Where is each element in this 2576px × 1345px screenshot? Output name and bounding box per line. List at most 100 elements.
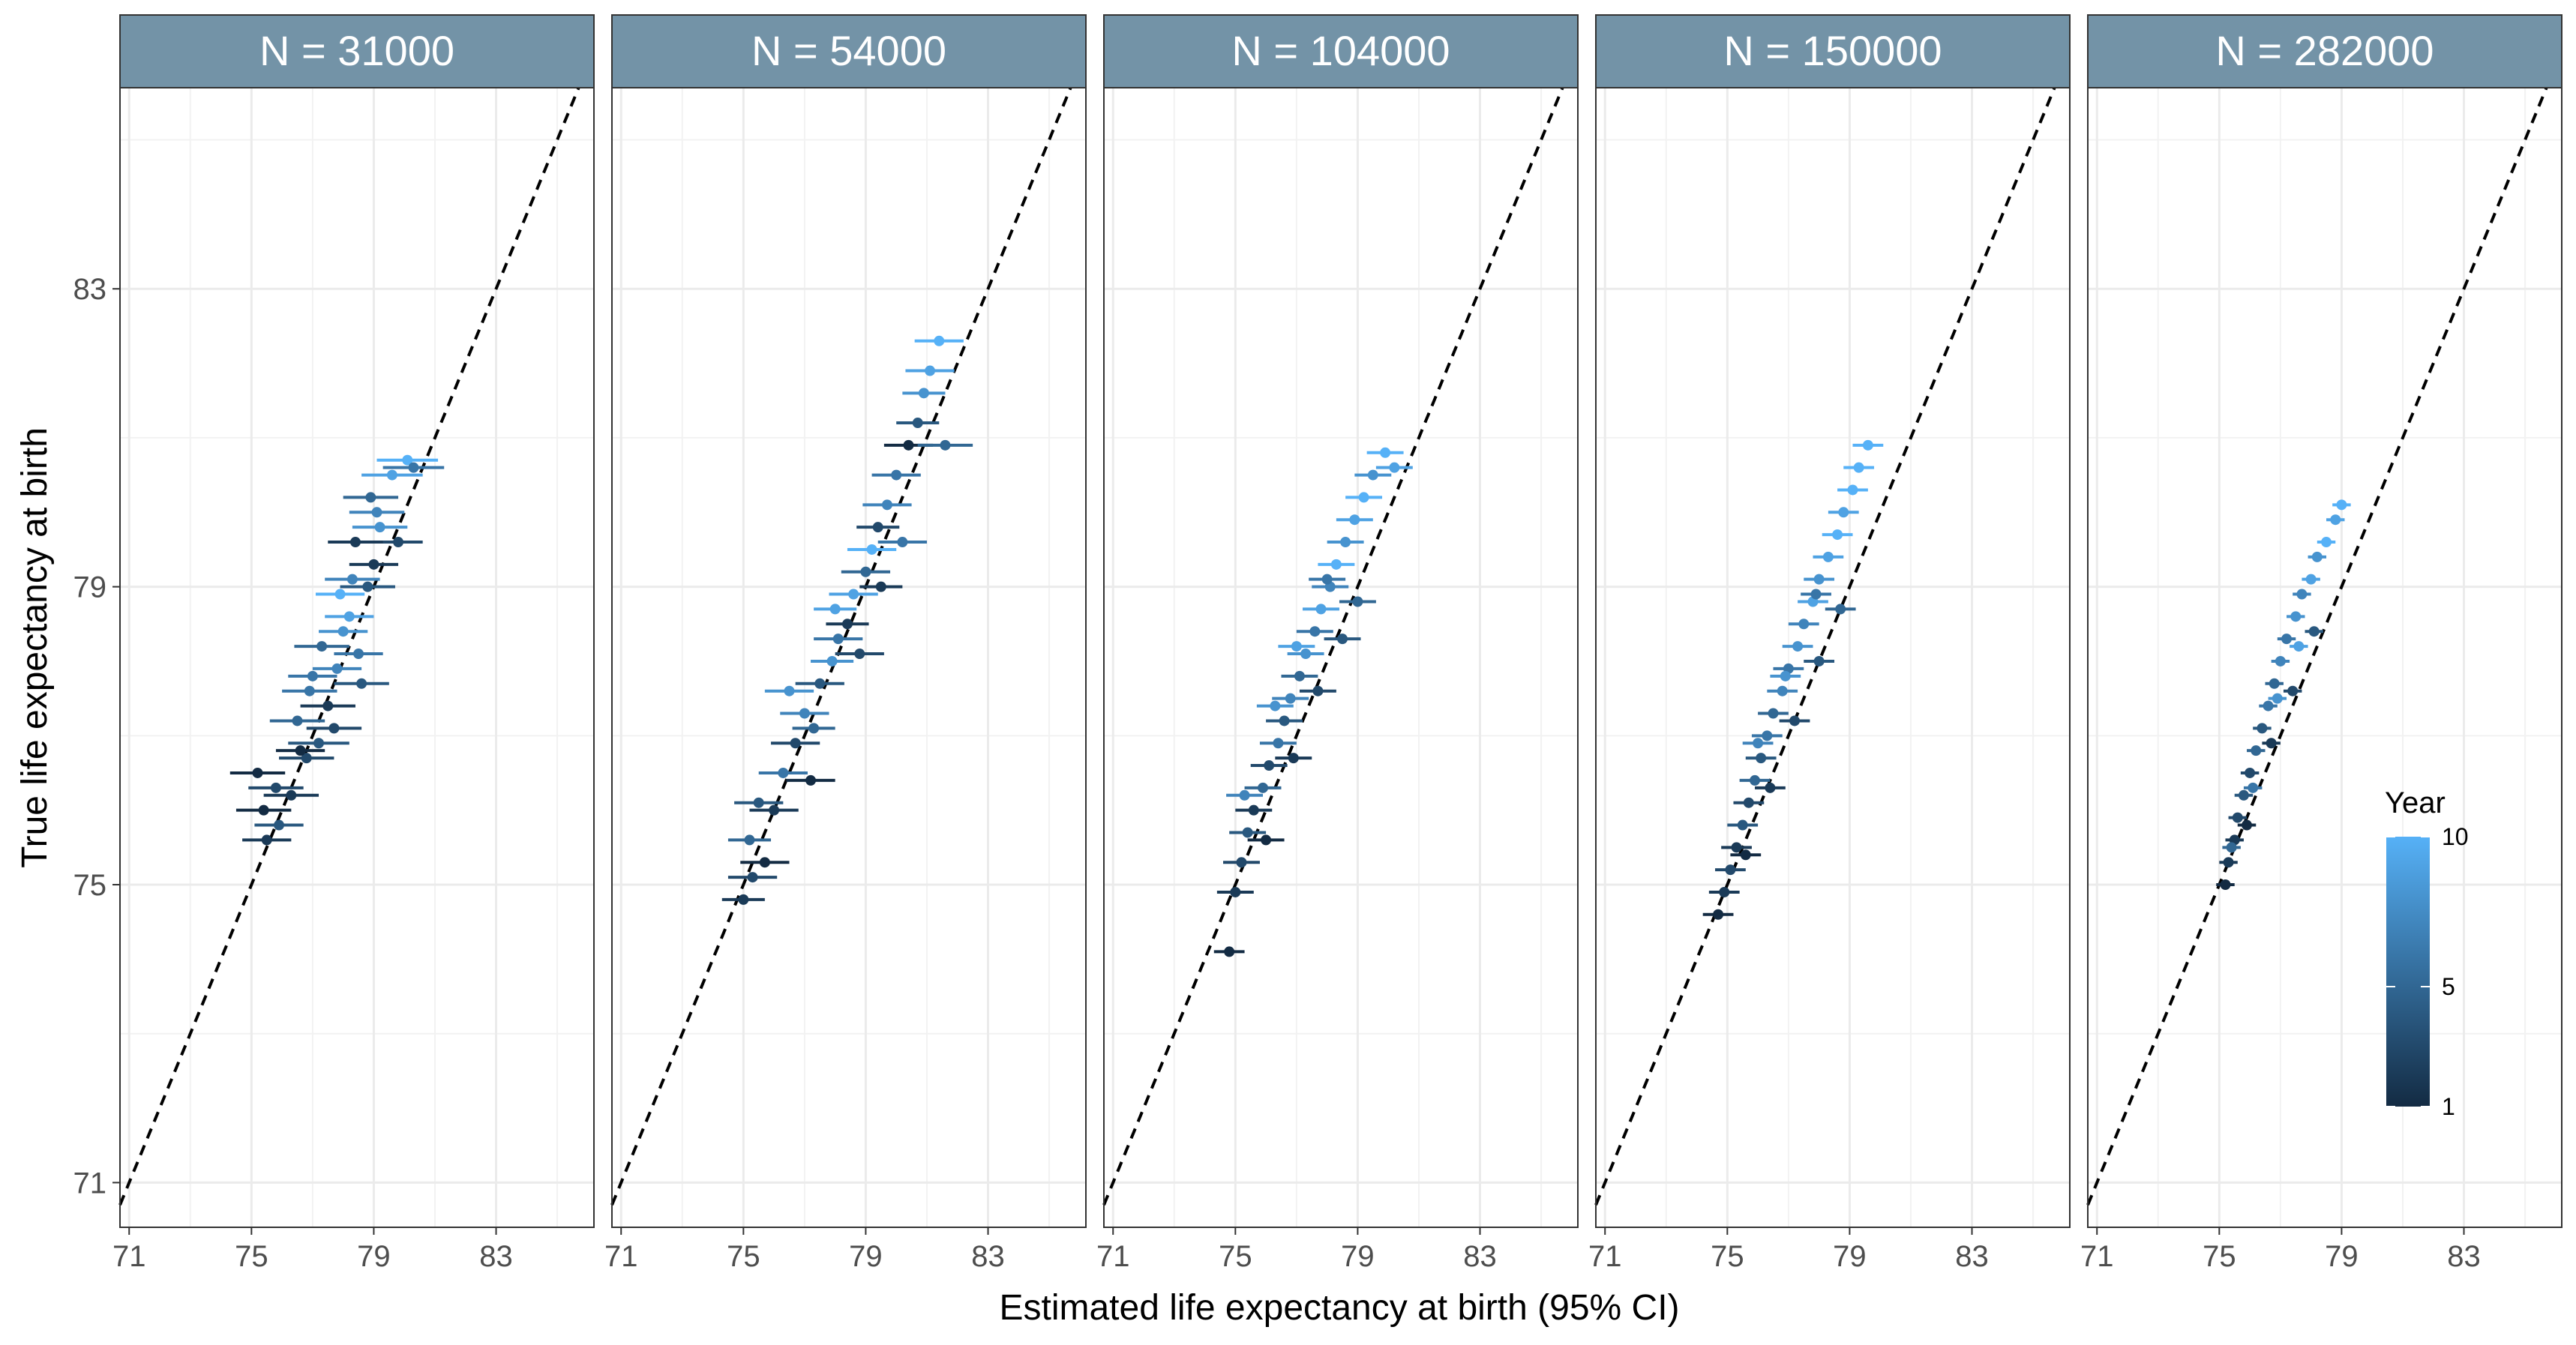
x-tick-label: 83 bbox=[1955, 1240, 1989, 1273]
reference-line bbox=[1102, 87, 1564, 1206]
data-point bbox=[368, 559, 379, 570]
data-point bbox=[274, 819, 285, 831]
data-point bbox=[934, 335, 945, 346]
panel-border bbox=[611, 87, 1087, 1228]
x-tick-label: 79 bbox=[2325, 1240, 2359, 1273]
panel-strip bbox=[1103, 14, 1579, 88]
data-point bbox=[346, 574, 358, 585]
data-point bbox=[778, 767, 789, 778]
data-point bbox=[2321, 537, 2332, 548]
data-point bbox=[1810, 589, 1822, 600]
data-point bbox=[1813, 655, 1825, 667]
data-point bbox=[393, 537, 404, 548]
data-point bbox=[286, 789, 297, 801]
data-point bbox=[1762, 730, 1773, 741]
data-point bbox=[1862, 439, 1873, 451]
data-point bbox=[252, 767, 263, 778]
data-point bbox=[1740, 849, 1751, 861]
data-point bbox=[826, 655, 838, 667]
data-point bbox=[1330, 559, 1342, 570]
data-point bbox=[2308, 626, 2320, 637]
data-point bbox=[328, 723, 340, 734]
data-point bbox=[258, 804, 269, 816]
data-point bbox=[402, 454, 413, 466]
data-point bbox=[753, 797, 764, 808]
data-point bbox=[2293, 641, 2305, 652]
data-point bbox=[1258, 782, 1269, 793]
data-point bbox=[2281, 634, 2293, 645]
panel-strip-label: N = 54000 bbox=[751, 27, 946, 74]
data-point bbox=[1713, 909, 1724, 920]
data-point bbox=[769, 804, 780, 816]
data-point bbox=[1780, 670, 1791, 681]
data-point bbox=[301, 753, 312, 764]
data-point bbox=[891, 469, 902, 481]
y-tick-label: 75 bbox=[73, 869, 107, 902]
panel: N = 104000 71 75 79 83 bbox=[1096, 14, 1579, 1273]
data-point bbox=[1832, 529, 1843, 541]
data-point bbox=[334, 589, 346, 600]
data-point bbox=[2248, 782, 2259, 793]
data-point bbox=[2245, 767, 2256, 778]
data-point bbox=[1264, 760, 1275, 771]
x-tick-label: 71 bbox=[604, 1240, 638, 1273]
data-point bbox=[897, 537, 908, 548]
data-point bbox=[1753, 738, 1764, 749]
data-point bbox=[1279, 715, 1290, 726]
data-point bbox=[2266, 738, 2277, 749]
data-point bbox=[362, 581, 373, 592]
legend-label: 1 bbox=[2442, 1093, 2455, 1120]
color-legend: Year 1 5 10 bbox=[2385, 786, 2469, 1120]
data-point bbox=[832, 634, 844, 645]
data-point bbox=[2220, 879, 2231, 891]
x-tick-label: 71 bbox=[1588, 1240, 1622, 1273]
data-point bbox=[322, 700, 334, 711]
data-point bbox=[790, 738, 801, 749]
data-point bbox=[1285, 693, 1296, 704]
data-point bbox=[1337, 634, 1348, 645]
data-point bbox=[1719, 886, 1730, 897]
data-point bbox=[292, 715, 303, 726]
x-tick-label: 71 bbox=[1096, 1240, 1130, 1273]
x-tick-label: 75 bbox=[1711, 1240, 1744, 1273]
data-point bbox=[1725, 864, 1736, 876]
data-point bbox=[408, 462, 419, 473]
data-point bbox=[1352, 596, 1363, 607]
panel-border bbox=[119, 87, 595, 1228]
panel-strip-label: N = 31000 bbox=[259, 27, 454, 74]
data-point bbox=[1750, 774, 1761, 786]
data-point bbox=[912, 418, 923, 429]
y-tick-label: 71 bbox=[73, 1167, 107, 1200]
data-point bbox=[1743, 797, 1754, 808]
data-point bbox=[2330, 514, 2341, 526]
x-tick-label: 83 bbox=[2447, 1240, 2481, 1273]
data-point bbox=[829, 604, 841, 615]
data-point bbox=[1236, 857, 1247, 868]
data-point bbox=[1300, 649, 1312, 660]
data-point bbox=[918, 388, 929, 399]
data-point bbox=[365, 492, 376, 503]
data-point bbox=[1273, 738, 1284, 749]
x-tick-label: 83 bbox=[479, 1240, 513, 1273]
data-point bbox=[261, 834, 272, 846]
panel-strip-label: N = 150000 bbox=[1723, 27, 1942, 74]
data-point bbox=[2226, 842, 2237, 853]
data-point bbox=[371, 507, 382, 518]
data-point bbox=[848, 589, 859, 600]
data-point bbox=[1737, 819, 1748, 831]
data-point bbox=[2275, 655, 2286, 667]
panel-strip-label: N = 104000 bbox=[1231, 27, 1450, 74]
data-point bbox=[1765, 782, 1776, 793]
data-point bbox=[331, 663, 343, 674]
data-point bbox=[854, 649, 865, 660]
data-point bbox=[2311, 551, 2323, 562]
data-point bbox=[2263, 700, 2274, 711]
x-tick-label: 75 bbox=[727, 1240, 760, 1273]
data-point bbox=[1358, 492, 1369, 503]
data-point bbox=[1340, 537, 1351, 548]
x-axis-title: Estimated life expectancy at birth (95% … bbox=[999, 1288, 1679, 1328]
data-point bbox=[1835, 604, 1846, 615]
data-point bbox=[1270, 700, 1281, 711]
data-point bbox=[1777, 685, 1788, 696]
